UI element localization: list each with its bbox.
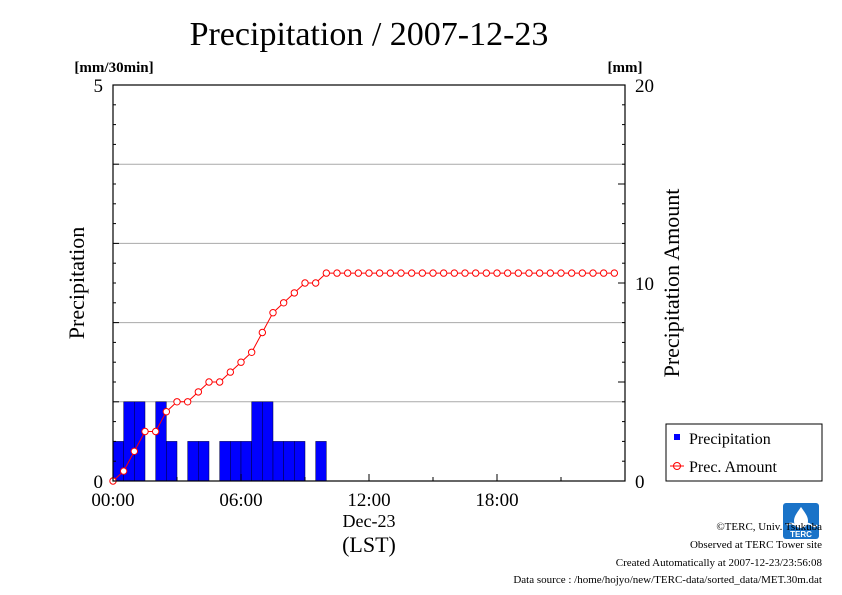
right-axis-unit: [mm] [608,60,643,76]
amount-point [119,467,128,475]
amount-point [503,269,512,277]
amount-point [183,398,192,406]
terc-logo-icon: TERC [783,503,819,539]
grid-lines [113,163,625,403]
amount-point [301,279,309,287]
amount-point [130,447,139,455]
amount-point [151,427,160,436]
left-tick-label: 0 [94,472,104,493]
amount-point [461,269,469,277]
legend-swatch-amount-marker [673,462,681,470]
terc-logo: TERC [783,503,819,539]
precipitation-bar [294,441,306,482]
x-tick-label: 18:00 [475,490,518,511]
plot-frame [112,84,626,482]
amount-point [343,269,352,277]
amount-point [429,269,437,277]
amount-point [215,378,224,386]
legend: Precipitation Prec. Amount [665,423,823,482]
amount-point [258,328,267,337]
amount-point [525,269,533,277]
precipitation-bar [187,441,199,482]
precipitation-bar [315,441,327,482]
precipitation-bar [166,441,178,482]
amount-point [610,269,619,277]
precipitation-bar [262,401,274,482]
legend-box [665,423,823,482]
amount-point [237,358,245,366]
amount-point [247,348,256,356]
amount-point [290,289,299,297]
amount-point [418,269,427,277]
x-tick-label: 12:00 [347,490,390,511]
terc-logo-text: TERC [790,530,812,539]
amount-point [439,269,448,277]
precipitation-bar [251,401,263,482]
amount-series [109,269,619,485]
amount-point [386,269,395,277]
right-tick-label: 20 [635,76,654,97]
precipitation-bar [219,441,231,482]
amount-point [354,269,363,277]
footer-copyright: ©TERC, Univ. Tsukuba [716,521,822,533]
x-tick-label: 06:00 [219,490,262,511]
amount-point [141,427,149,436]
amount-point [194,388,203,396]
left-tick-label: 5 [94,76,104,97]
amount-point [493,269,501,277]
precipitation-bar [198,441,210,482]
precipitation-bar [230,441,242,482]
amount-point [162,408,171,416]
amount-point [397,269,405,277]
footer-source: Data source : /home/hojyo/new/TERC-data/… [513,574,822,586]
left-axis-label: Precipitation [64,227,89,339]
precipitation-bar [272,441,284,482]
amount-point [578,269,587,277]
amount-point [599,269,608,277]
amount-point [269,309,277,317]
right-tick-label: 10 [635,274,654,295]
amount-point [407,269,416,277]
amount-point [365,269,373,277]
footer-observed: Observed at TERC Tower site [689,539,822,551]
x-tick-label: 00:00 [91,490,134,511]
amount-point [482,269,491,277]
amount-point [333,269,341,277]
amount-point [546,269,555,277]
amount-point [226,368,235,376]
amount-point [311,279,320,287]
precipitation-bar [240,441,252,482]
right-tick-label: 0 [635,472,645,493]
amount-point [567,269,576,277]
chart-title: Precipitation / 2007-12-23 [190,16,549,53]
amount-point [375,269,384,277]
amount-point [471,269,480,277]
amount-point [322,269,331,277]
precipitation-bar [283,441,295,482]
amount-point [589,269,597,277]
x-date-label: Dec-23 [343,511,396,531]
x-timezone-label: (LST) [342,532,396,557]
amount-point [205,378,213,386]
legend-swatch-precipitation [674,434,680,440]
amount-point [173,398,181,406]
legend-label-amount: Prec. Amount [689,459,778,476]
precipitation-bars [112,401,327,482]
amount-point [514,269,523,277]
footer-created: Created Automatically at 2007-12-23/23:5… [615,557,822,569]
legend-label-precipitation: Precipitation [689,431,771,448]
right-axis-label: Precipitation Amount [659,189,684,378]
left-axis-unit: [mm/30min] [74,60,153,76]
amount-point [557,269,565,277]
amount-point [279,299,288,307]
amount-point [535,269,544,277]
axis-ticks: 0 5 0 10 20 00:00 06:00 12:00 18:00 [91,76,654,511]
amount-point [450,269,459,277]
